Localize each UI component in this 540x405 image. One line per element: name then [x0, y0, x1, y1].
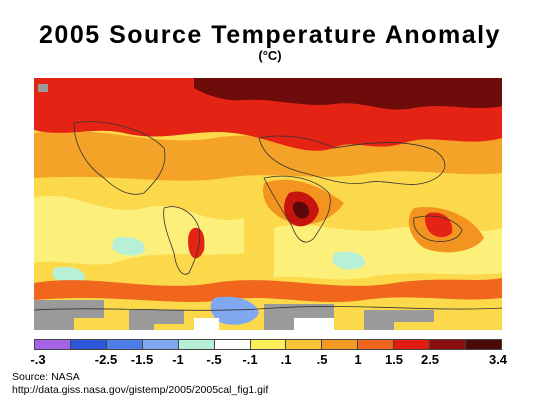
coastline-antarctica — [34, 306, 502, 311]
south-america-hotspot — [188, 227, 205, 259]
legend-swatch — [285, 340, 322, 349]
legend-swatch — [321, 340, 358, 349]
cool-patch-indian — [332, 251, 365, 270]
africa-hotspot-core — [292, 201, 310, 219]
no-data-antarctic-west — [34, 300, 104, 330]
legend-swatch — [177, 340, 214, 349]
southern-ocean-band — [34, 278, 502, 303]
cool-patch-pacific — [112, 236, 145, 256]
cool-patch-south — [52, 266, 85, 284]
legend-swatch — [357, 340, 394, 349]
map-unit: (°C) — [258, 48, 282, 63]
legend-swatch — [429, 340, 466, 349]
legend-tick-label: -2.5 — [94, 352, 118, 367]
legend-swatch — [465, 340, 501, 349]
antarctic-neutral-patch-2 — [294, 318, 334, 330]
legend-tick-label: -.3 — [30, 352, 46, 367]
legend-swatch — [213, 340, 250, 349]
legend-tick-label: 3.4 — [488, 352, 508, 367]
legend-swatch — [249, 340, 286, 349]
antarctic-neutral-patch — [194, 318, 219, 330]
no-data-antarctic-mid — [129, 310, 184, 330]
color-legend-ticks: -.3 -2.5 -1.5 -1 -.5 -.1 .1 .5 1 1.5 2.5 3.4 — [30, 352, 507, 368]
legend-tick-label: .5 — [316, 352, 328, 367]
color-legend — [34, 339, 502, 350]
coastline-australia — [413, 215, 463, 242]
legend-tick-label: 1.5 — [384, 352, 404, 367]
legend-swatch — [105, 340, 142, 349]
legend-tick-label: -.5 — [206, 352, 222, 367]
anomaly-map-graphic — [34, 78, 502, 330]
arctic-maroon-patch — [194, 78, 502, 110]
map-title: 2005 Source Temperature Anomaly — [39, 21, 501, 49]
legend-tick-label: -1.5 — [130, 352, 154, 367]
coastline-north-america — [73, 121, 166, 195]
legend-tick-label: 1 — [354, 352, 362, 367]
no-data-speck — [38, 84, 48, 92]
coastline-south-america — [163, 206, 201, 275]
coastline-eurasia — [258, 135, 446, 185]
legend-tick-label: -1 — [172, 352, 184, 367]
legend-swatch — [35, 340, 70, 349]
legend-tick-label: -.1 — [242, 352, 258, 367]
source-url: http://data.giss.nasa.gov/gistemp/2005/2… — [12, 384, 269, 396]
no-data-antarctic-east — [264, 304, 334, 330]
temperature-anomaly-map — [34, 78, 502, 330]
antarctic-cool-patch — [210, 296, 259, 325]
coastlines — [34, 121, 502, 311]
legend-swatch — [141, 340, 178, 349]
source-credit: Source: NASA — [12, 371, 80, 383]
legend-tick-label: .1 — [280, 352, 292, 367]
legend-swatch — [393, 340, 430, 349]
no-data-antarctic-far-east — [364, 310, 434, 330]
coastline-africa — [263, 175, 331, 243]
legend-swatch — [69, 340, 106, 349]
legend-tick-label: 2.5 — [420, 352, 440, 367]
